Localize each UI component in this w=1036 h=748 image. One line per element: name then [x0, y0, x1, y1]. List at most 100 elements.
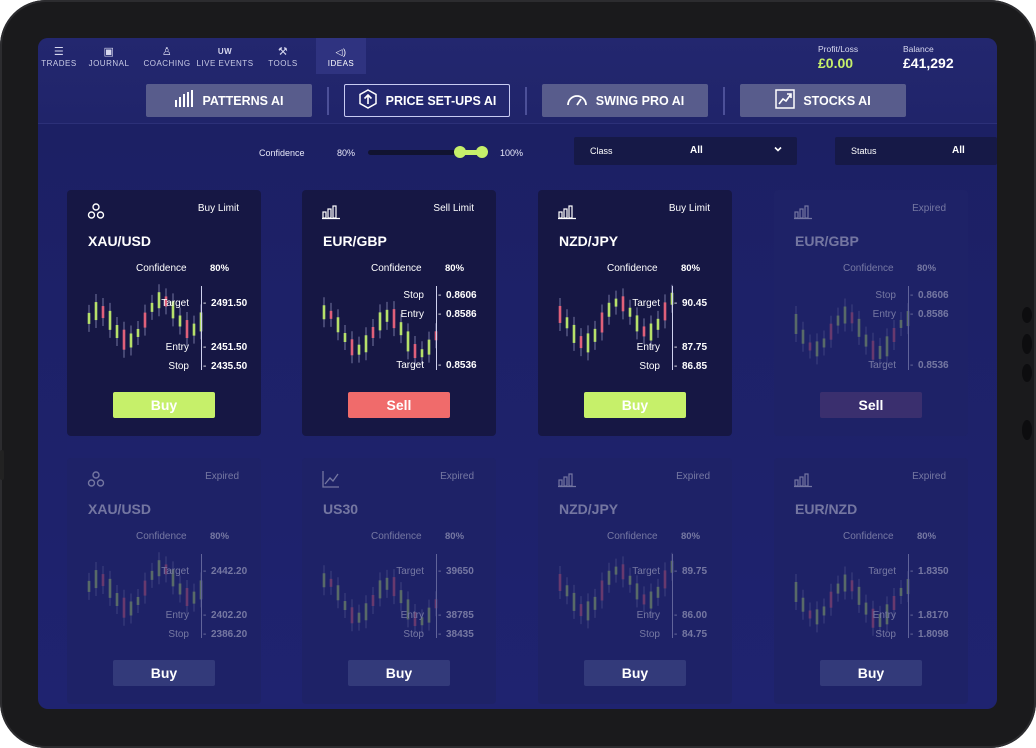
level-label: Entry: [165, 610, 189, 621]
idea-card[interactable]: Buy Limit NZD/JPY Confidence 80% Target 90.45…: [538, 190, 732, 436]
confidence-label: Confidence: [607, 531, 658, 542]
candle-body: [336, 317, 340, 333]
candle-body: [336, 585, 340, 601]
level-tick: -: [438, 290, 442, 301]
tab-swing-pro-ai[interactable]: SWING PRO AI: [542, 84, 708, 117]
bar-chart-icon: [794, 470, 812, 488]
confidence-label: Confidence: [843, 531, 894, 542]
nav-journal[interactable]: ▣ JOURNAL: [80, 38, 138, 74]
candle-body: [822, 338, 826, 348]
level-value: 0.8536: [918, 360, 949, 371]
level-value: 2451.50: [211, 342, 248, 353]
candle-body: [378, 312, 382, 331]
price-level-axis: [908, 286, 909, 370]
nav-ideas[interactable]: ◁) IDEAS: [316, 38, 366, 74]
level-value: 2386.20: [211, 629, 248, 640]
level-tick: -: [438, 629, 442, 640]
idea-card[interactable]: Expired XAU/USD Confidence 80% Target 2442.20…: [67, 458, 261, 704]
balance-label: Balance: [903, 44, 934, 54]
idea-card[interactable]: Buy Limit XAU/USD Confidence 80% Target 2491.…: [67, 190, 261, 436]
candle-body: [171, 569, 175, 587]
nav-live-events[interactable]: UW LIVE EVENTS: [196, 38, 254, 74]
price-level-axis: [672, 554, 673, 638]
confidence-max: 100%: [500, 148, 524, 158]
buy-button[interactable]: Buy: [584, 660, 686, 686]
level-label: Target: [632, 566, 660, 577]
candle-body: [635, 315, 639, 332]
sell-button[interactable]: Sell: [348, 392, 450, 418]
nav-coaching[interactable]: ♙ COACHING: [138, 38, 196, 74]
idea-card[interactable]: Expired NZD/JPY Confidence 80% Target 89.75- E…: [538, 458, 732, 704]
candle-body: [150, 570, 154, 580]
candle-body: [108, 578, 112, 598]
candle-body: [427, 339, 431, 355]
buy-button[interactable]: Buy: [820, 660, 922, 686]
tab-price-setups-ai[interactable]: PRICE SET-UPS AI: [344, 84, 510, 117]
tab-stocks-ai[interactable]: STOCKS AI: [740, 84, 906, 117]
profit-label: Profit/Loss: [818, 44, 859, 54]
buy-button[interactable]: Buy: [113, 660, 215, 686]
nav-tools[interactable]: ⚒ TOOLS: [254, 38, 312, 74]
confidence-label: Confidence: [136, 263, 187, 274]
gauge-icon: [566, 92, 588, 110]
candle-body: [565, 585, 569, 597]
sell-button[interactable]: Sell: [820, 392, 922, 418]
idea-card[interactable]: Expired EUR/GBP Confidence 80% Stop 0.8606- En…: [774, 190, 968, 436]
symbol: EUR/NZD: [795, 501, 858, 517]
level-tick: -: [203, 298, 207, 309]
level-label: Stop: [639, 361, 660, 372]
status-select[interactable]: Status All: [835, 137, 997, 165]
side-button: [1022, 420, 1032, 440]
tab-patterns-ai[interactable]: PATTERNS AI: [146, 84, 312, 117]
buy-button[interactable]: Buy: [348, 660, 450, 686]
candle-body: [94, 570, 98, 589]
confidence-value: 80%: [210, 531, 230, 542]
confidence-value: 80%: [445, 531, 465, 542]
candle-body: [199, 580, 203, 600]
confidence-min-handle[interactable]: [454, 146, 466, 158]
candle-body: [621, 564, 625, 580]
candle-body: [649, 591, 653, 609]
level-value: 90.45: [682, 298, 708, 309]
level-value: 1.8350: [918, 566, 949, 577]
candle-body: [899, 587, 903, 596]
buy-button[interactable]: Buy: [113, 392, 215, 418]
level-tick: -: [910, 290, 914, 301]
candlestick-chart: [322, 297, 438, 367]
confidence-max-handle[interactable]: [476, 146, 488, 158]
level-value: 2442.20: [211, 566, 248, 577]
class-select[interactable]: Class All: [574, 137, 797, 165]
candle-body: [87, 580, 91, 592]
candle-body: [906, 579, 910, 595]
price-level-axis: [436, 554, 437, 638]
symbol: XAU/USD: [88, 501, 152, 517]
candle-body: [801, 329, 805, 344]
candle-body: [94, 302, 98, 321]
idea-card[interactable]: Sell Limit EUR/GBP Confidence 80% Stop 0.8606…: [302, 190, 496, 436]
candle-body: [843, 306, 847, 324]
level-value: 86.00: [682, 610, 708, 621]
candle-body: [558, 305, 562, 323]
pattern-icon: [87, 470, 105, 488]
candle-body: [649, 323, 653, 341]
candle-body: [656, 318, 660, 330]
level-value: 0.8536: [446, 360, 477, 371]
nav-trades[interactable]: ☰ TRADES: [38, 38, 80, 74]
candle-body: [434, 599, 438, 609]
candle-body: [885, 336, 889, 357]
status-label: Status: [851, 146, 877, 156]
buy-button[interactable]: Buy: [584, 392, 686, 418]
level-value: 1.8098: [918, 629, 949, 640]
profit-loss: Profit/Loss £0.00: [818, 44, 858, 71]
megaphone-icon: ◁): [335, 46, 347, 57]
candle-body: [115, 325, 119, 339]
level-tick: -: [910, 610, 914, 621]
confidence-slider[interactable]: [368, 150, 486, 155]
idea-card[interactable]: Expired US30 Confidence 80% Target 39650- Entr…: [302, 458, 496, 704]
price-level-axis: [436, 286, 437, 370]
candle-body: [322, 305, 326, 320]
idea-card[interactable]: Expired EUR/NZD Confidence 80% Target 1.8350-…: [774, 458, 968, 704]
top-bar: ☰ TRADES ▣ JOURNAL ♙ COACHING UW LIVE EV…: [38, 38, 997, 124]
candle-body: [413, 344, 417, 359]
bar-chart-icon: [794, 202, 812, 220]
